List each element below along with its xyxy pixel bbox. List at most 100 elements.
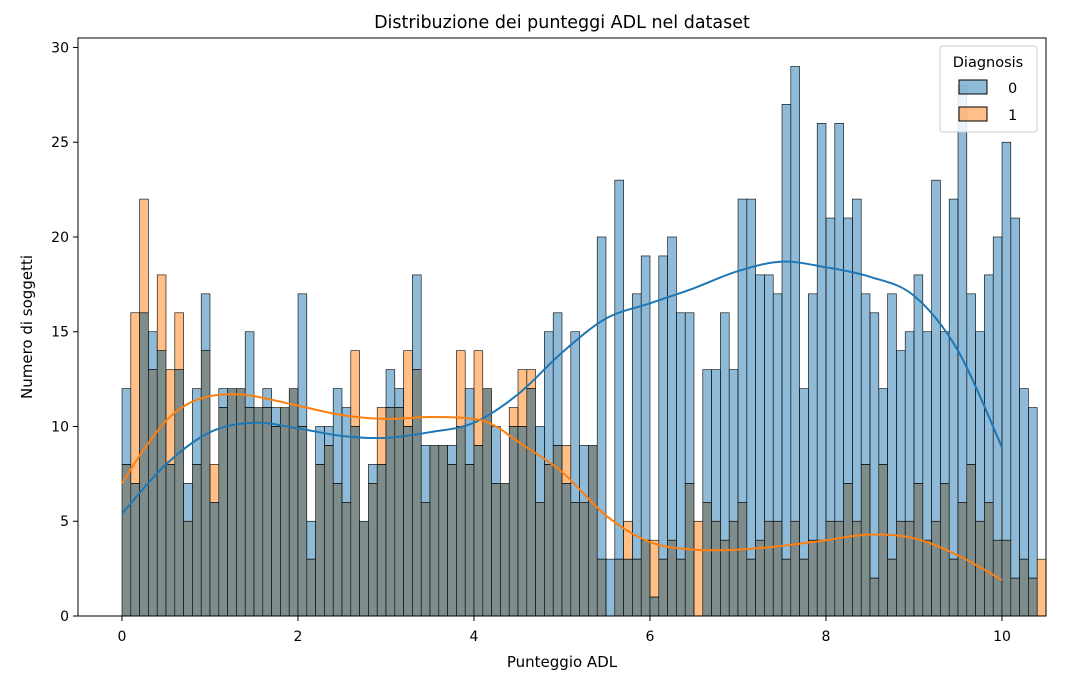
bar-series-0 [879,389,888,465]
bar-series-0 [632,294,641,559]
bar-overlap [518,426,527,616]
bar-overlap [580,502,589,616]
x-tick-label: 6 [646,629,655,645]
bar-overlap [668,540,677,616]
bar-series-1 [351,351,360,427]
bar-series-0 [949,199,958,559]
bar-overlap [377,464,386,616]
bar-series-1 [157,275,166,351]
bar-overlap [676,559,685,616]
bar-series-0 [932,180,941,521]
bar-overlap [826,521,835,616]
bar-overlap [316,464,325,616]
bar-series-0 [676,313,685,559]
x-axis-label: Punteggio ADL [507,653,618,671]
bar-overlap [870,578,879,616]
bar-series-0 [421,445,430,502]
bar-overlap [272,426,281,616]
bar-series-0 [782,104,791,559]
bar-overlap [527,389,536,616]
bar-overlap [923,540,932,616]
bar-overlap [861,464,870,616]
bar-overlap [650,597,659,616]
bar-series-1 [377,408,386,465]
bar-overlap [404,426,413,616]
bar-series-1 [140,199,149,313]
bar-overlap [597,559,606,616]
bar-series-0 [905,332,914,522]
bar-series-0 [914,275,923,483]
bar-series-0 [800,389,809,560]
bar-overlap [342,502,351,616]
y-tick-label: 15 [51,325,69,341]
bar-series-0 [395,389,404,408]
x-tick-label: 10 [993,629,1011,645]
chart-title: Distribuzione dei punteggi ADL nel datas… [374,13,750,33]
bar-overlap [509,426,518,616]
bar-series-1 [624,521,633,559]
legend-title: Diagnosis [953,55,1023,71]
bar-series-1 [474,351,483,446]
bar-series-0 [844,218,853,483]
bar-series-0 [729,370,738,522]
bar-overlap [263,408,272,616]
bar-overlap [421,502,430,616]
bar-series-0 [1011,218,1020,578]
bar-overlap [289,389,298,616]
legend-swatch-1 [959,107,987,121]
bar-overlap [386,408,395,616]
bar-series-0 [606,559,615,616]
bar-series-0 [1020,389,1029,560]
bar-overlap [333,483,342,616]
bar-series-0 [896,351,905,522]
bar-overlap [738,502,747,616]
bar-series-0 [536,426,545,502]
bar-overlap [835,521,844,616]
bar-overlap [324,445,333,616]
bar-series-0 [1002,142,1011,540]
bar-overlap [844,483,853,616]
bar-series-0 [888,294,897,559]
bar-overlap [245,408,254,616]
bar-overlap [122,464,131,616]
x-tick-label: 0 [118,629,127,645]
bar-series-0 [412,275,421,370]
bar-overlap [439,445,448,616]
bar-series-0 [448,445,457,464]
bar-series-0 [940,332,949,484]
bar-overlap [817,540,826,616]
bar-overlap [474,445,483,616]
bar-series-1 [650,540,659,597]
bar-overlap [1002,540,1011,616]
bar-series-0 [342,408,351,503]
legend-label-1: 1 [1008,108,1017,124]
x-axis-ticks: 0 2 4 6 8 10 [118,616,1011,645]
bar-overlap [184,521,193,616]
bar-series-0 [712,370,721,522]
bar-overlap [544,464,553,616]
bar-overlap [632,559,641,616]
bar-overlap [1011,578,1020,616]
bar-overlap [219,408,228,616]
bar-series-0 [685,313,694,484]
bar-overlap [808,540,817,616]
bar-overlap [729,521,738,616]
bar-overlap [148,370,157,616]
bar-series-0 [368,464,377,483]
bar-overlap [430,445,439,616]
bar-series-1 [518,370,527,427]
bar-overlap [571,502,580,616]
bar-overlap [659,559,668,616]
bar-overlap [298,426,307,616]
bar-series-0 [835,123,844,521]
bar-series-0 [122,389,131,465]
bar-overlap [448,464,457,616]
x-tick-label: 8 [822,629,831,645]
legend-label-0: 0 [1008,81,1017,97]
bar-series-0 [553,313,562,446]
bar-series-0 [571,332,580,503]
bar-overlap [1028,578,1037,616]
y-axis-ticks: 051015202530 [51,40,78,625]
bar-overlap [192,464,201,616]
y-tick-label: 10 [51,419,69,435]
